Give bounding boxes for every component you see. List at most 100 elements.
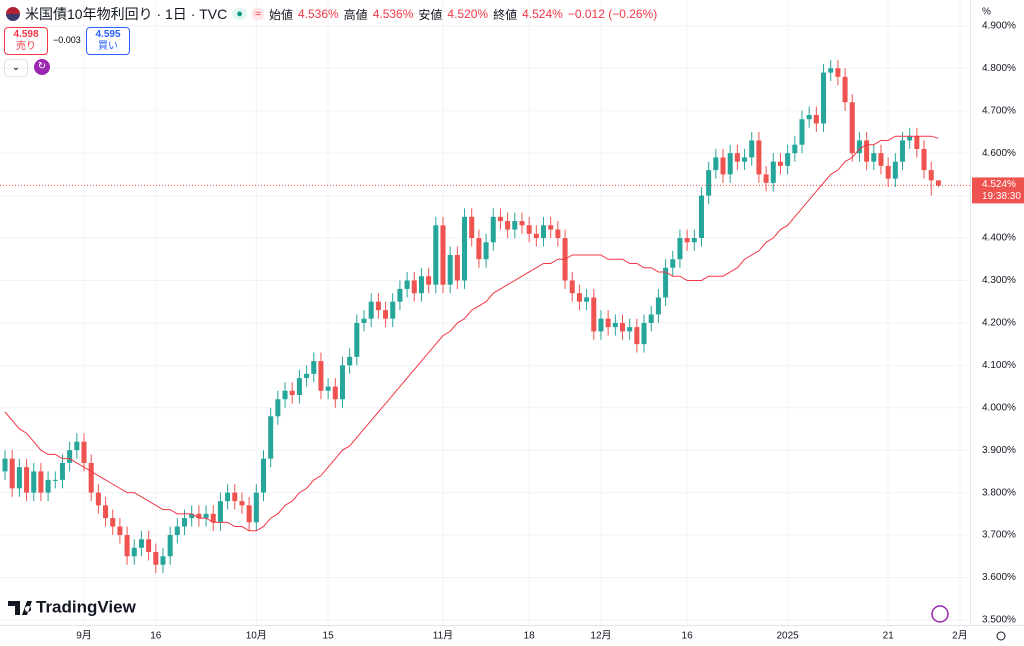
candle-body: [103, 505, 109, 519]
candle-body: [706, 170, 712, 196]
sell-button[interactable]: 4.598 売り: [4, 27, 48, 55]
x-tick-label: 9月: [76, 630, 92, 642]
grid: [0, 0, 970, 625]
candle-body: [131, 547, 137, 557]
alert-icon[interactable]: [931, 605, 949, 623]
y-tick-label: 4.600%: [982, 148, 1016, 159]
candle-body: [304, 373, 310, 379]
y-tick-label: 4.100%: [982, 360, 1016, 371]
candle-body: [691, 238, 697, 243]
candle-body: [339, 365, 345, 400]
candle-body: [117, 526, 123, 536]
y-tick-label: 3.900%: [982, 445, 1016, 456]
replay-button[interactable]: ↻: [34, 59, 50, 75]
candle-body: [612, 322, 618, 328]
last-price-time: 19:38:30: [982, 191, 1021, 202]
candle-body: [390, 301, 396, 319]
status[interactable]: ≈: [251, 8, 264, 20]
sell-label: 売り: [16, 41, 36, 52]
y-tick-label: 3.600%: [982, 572, 1016, 583]
ohlc-value: 4.536%: [372, 7, 414, 21]
candle-body: [541, 225, 547, 239]
y-tick-label: 3.500%: [982, 615, 1016, 626]
x-tick-label: 12月: [590, 630, 611, 642]
candle-body: [914, 136, 920, 149]
ohlc-label: 始値: [268, 7, 293, 22]
ohlc-value: 4.520%: [447, 7, 489, 21]
candle-body: [663, 267, 669, 298]
candle-body: [196, 513, 202, 519]
y-tick-label: 4.000%: [982, 402, 1016, 413]
candle-body: [232, 492, 238, 502]
change: −0.012 (−0.26%): [567, 7, 658, 21]
candle-body: [677, 238, 683, 260]
x-tick-label: 21: [883, 631, 895, 642]
candle-body: [275, 399, 281, 417]
buy-button[interactable]: 4.595 買い: [86, 27, 130, 55]
ohlc-value: 4.536%: [297, 7, 339, 21]
candle-body: [239, 501, 245, 506]
candle-body: [447, 255, 453, 285]
candle-body: [375, 301, 381, 311]
candle-body: [871, 153, 877, 162]
candle-body: [763, 174, 769, 183]
y-tick-label: 3.700%: [982, 530, 1016, 541]
candle-body: [835, 68, 841, 77]
candle-body: [189, 513, 195, 519]
candle-body: [785, 153, 791, 166]
candle-body: [253, 492, 259, 523]
candle-body: [426, 276, 432, 285]
x-tick-label: 16: [682, 631, 694, 642]
candle-body: [584, 297, 590, 302]
candle-body: [828, 68, 834, 73]
candle-body: [742, 157, 748, 162]
candle-body: [210, 513, 216, 523]
candle-body: [648, 314, 654, 323]
candle-body: [182, 518, 188, 527]
candle-body: [52, 479, 58, 481]
candle-body: [160, 556, 166, 565]
logo: TradingView: [8, 597, 137, 616]
candle-body: [138, 539, 144, 548]
y-tick-label: 4.800%: [982, 63, 1016, 74]
candle-body: [418, 276, 424, 294]
candle-body: [476, 238, 482, 260]
buy-price: 4.595: [95, 29, 121, 40]
candle-body: [325, 386, 331, 391]
candle-body: [469, 216, 475, 239]
settings-icon[interactable]: [996, 631, 1006, 641]
moving-average: [4, 135, 939, 532]
buy-label: 買い: [98, 41, 118, 52]
candle-body: [821, 72, 827, 124]
candle-body: [799, 119, 805, 145]
candle-body: [282, 390, 288, 400]
candle-body: [734, 153, 740, 162]
candle-body: [217, 501, 223, 523]
candle-body: [777, 161, 783, 166]
candle-body: [268, 416, 274, 459]
candle-body: [347, 356, 353, 366]
x-tick-label: 18: [524, 631, 536, 642]
candle-body: [899, 140, 906, 162]
candle-body: [892, 161, 898, 179]
candle-body: [928, 170, 934, 181]
candle-body: [45, 479, 51, 493]
y-tick-label: 4.400%: [982, 233, 1016, 244]
x-tick-label: 10月: [246, 630, 267, 642]
candle-body: [9, 458, 15, 489]
candle-body: [59, 462, 65, 480]
status[interactable]: ●: [232, 8, 247, 20]
candle-body: [770, 161, 776, 183]
candle-body: [605, 318, 611, 328]
collapse-button[interactable]: ⌄: [4, 59, 28, 77]
spread: −0.003: [53, 35, 81, 45]
candle-body: [512, 221, 518, 230]
x-tick-label: 16: [150, 631, 162, 642]
candle-body: [856, 140, 862, 154]
candle-body: [684, 238, 690, 243]
candle-body: [383, 310, 389, 319]
symbol: 米国債10年物利回り · 1日 · TVC: [25, 6, 228, 22]
candle-body: [404, 280, 410, 289]
candle-body: [727, 153, 733, 175]
candle-body: [95, 492, 101, 506]
